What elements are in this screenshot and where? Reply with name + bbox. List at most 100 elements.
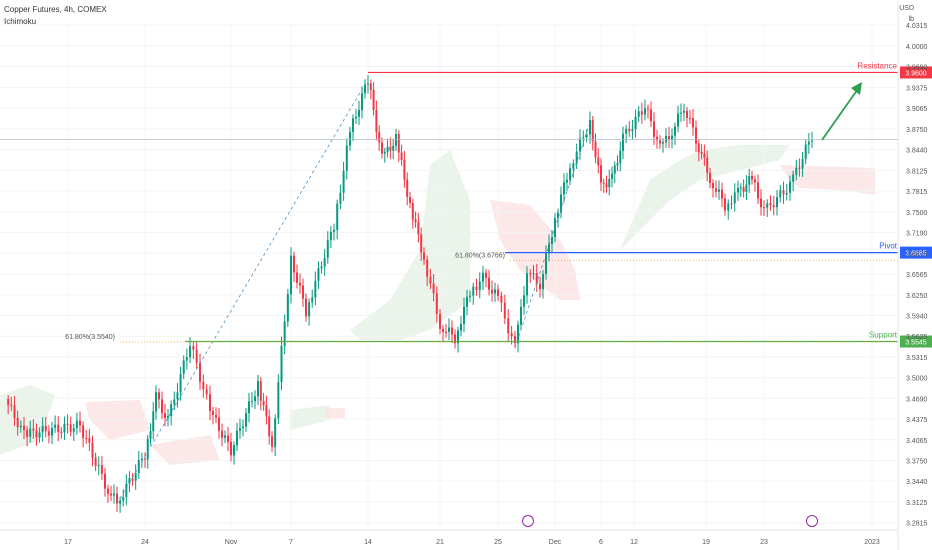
candle-body: [737, 187, 739, 193]
candle: [131, 473, 134, 486]
price-tick-label: 3.3125: [906, 500, 928, 507]
candle-body: [51, 427, 53, 436]
indicator-label[interactable]: Ichimoku: [4, 17, 37, 26]
candle-body: [463, 306, 465, 324]
candle-body: [727, 203, 730, 211]
candle: [631, 119, 634, 140]
candle: [283, 314, 286, 355]
candle-body: [57, 424, 60, 432]
candle-body: [668, 136, 670, 140]
candle-body: [414, 219, 417, 223]
candle-body: [189, 346, 191, 358]
cloud-segment: [620, 145, 790, 250]
fib-label: 61.80%(3.5540): [65, 334, 115, 341]
candle: [54, 415, 57, 433]
candle-body: [146, 438, 149, 460]
candle: [271, 431, 273, 453]
candle-body: [290, 255, 292, 295]
candle: [113, 484, 115, 504]
cloud-segment: [325, 408, 345, 418]
price-axis: 4.0315 4.0000 3.9690 3.9375 3.9065 3.8750 3.84…: [897, 0, 928, 550]
candle: [100, 456, 103, 480]
arrow-head: [851, 82, 862, 95]
candle-body: [69, 424, 72, 432]
candle: [463, 297, 465, 333]
candle: [19, 420, 22, 433]
candle: [66, 414, 69, 434]
candle-body: [748, 175, 751, 185]
candle-body: [158, 392, 160, 400]
price-tick-label: 3.9375: [906, 85, 928, 92]
candle-body: [494, 289, 496, 294]
candle: [575, 143, 578, 170]
candle: [16, 410, 19, 436]
candle: [677, 105, 679, 133]
candle-body: [500, 295, 503, 303]
candle: [47, 425, 50, 444]
price-tick-label: 3.2815: [906, 521, 928, 528]
currency-label[interactable]: USD: [899, 5, 914, 12]
candle-body: [233, 445, 235, 456]
candle-body: [613, 165, 616, 174]
candle: [637, 106, 640, 123]
candle-body: [757, 182, 759, 199]
candle: [199, 353, 201, 390]
candle-body: [66, 423, 69, 425]
candle-body: [361, 93, 363, 111]
candle-body: [579, 138, 581, 152]
candle: [345, 138, 348, 180]
candle: [248, 392, 250, 423]
candle-body: [628, 128, 631, 132]
candle: [523, 286, 525, 315]
candle-body: [152, 411, 155, 432]
candle-body: [779, 190, 782, 198]
candle-body: [182, 360, 185, 374]
candle-body: [375, 109, 378, 133]
candle: [26, 425, 29, 447]
candle-body: [566, 179, 568, 183]
candle: [372, 82, 375, 116]
candle-body: [381, 142, 383, 154]
candle-body: [591, 120, 594, 142]
candle: [107, 484, 109, 503]
time-tick-label: 6: [599, 539, 603, 546]
candle: [29, 420, 32, 443]
candle-body: [209, 394, 211, 412]
candle-body: [692, 118, 694, 128]
candle: [772, 195, 775, 216]
candle: [375, 100, 378, 141]
candle-body: [125, 483, 128, 498]
unit-label: lb: [908, 16, 914, 23]
price-tick-label: 3.4690: [906, 396, 928, 403]
candle: [494, 282, 496, 302]
candle: [378, 125, 381, 151]
candle: [293, 251, 295, 282]
candle-body: [466, 296, 468, 307]
candle: [674, 122, 676, 145]
candle: [653, 112, 655, 145]
pivot-price-text: 3.6885: [905, 251, 927, 258]
cloud-segment: [0, 385, 55, 455]
candle: [482, 265, 484, 291]
candle-body: [395, 134, 397, 146]
candle-body: [100, 465, 103, 474]
candle-body: [302, 285, 304, 299]
candle-body: [529, 273, 532, 275]
candle-body: [539, 283, 541, 290]
candle-body: [248, 401, 250, 414]
candle: [611, 166, 613, 188]
candle-body: [460, 323, 462, 331]
candle: [789, 175, 791, 201]
candle-body: [104, 473, 106, 489]
candle: [85, 430, 88, 444]
candle: [41, 417, 44, 442]
candle: [792, 170, 795, 191]
candle: [88, 428, 91, 451]
candle: [647, 104, 649, 119]
candle: [349, 126, 351, 151]
candle-body: [72, 428, 75, 432]
candle: [748, 168, 751, 193]
candle: [164, 403, 166, 427]
candle-body: [644, 108, 646, 115]
